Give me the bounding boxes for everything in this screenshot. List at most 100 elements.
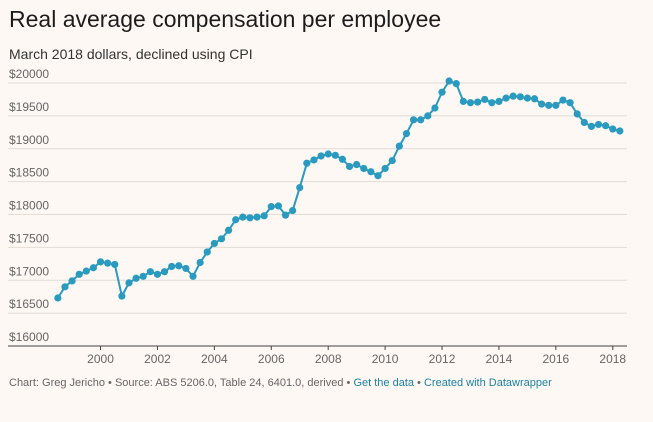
line-chart: $16000 $16500 $17000 $17500 $18000 $18500 $190… xyxy=(8,67,627,366)
data-point[interactable] xyxy=(54,294,62,302)
data-point[interactable] xyxy=(445,77,453,85)
footer-separator: • xyxy=(343,377,354,389)
data-point[interactable] xyxy=(146,268,154,276)
data-point[interactable] xyxy=(89,264,98,272)
data-point[interactable] xyxy=(274,202,282,210)
data-point[interactable] xyxy=(374,172,382,180)
data-point[interactable] xyxy=(409,116,418,124)
data-point[interactable] xyxy=(324,150,332,158)
data-point[interactable] xyxy=(331,151,339,159)
x-tick-label: 2004 xyxy=(201,352,228,366)
data-point[interactable] xyxy=(502,94,510,102)
data-point[interactable] xyxy=(473,98,482,106)
data-point[interactable] xyxy=(182,264,190,273)
data-point[interactable] xyxy=(488,99,496,107)
footer-separator: • xyxy=(104,377,115,389)
data-point[interactable] xyxy=(132,274,140,282)
data-point[interactable] xyxy=(353,160,361,169)
gridlines xyxy=(8,82,627,347)
data-point[interactable] xyxy=(616,127,624,135)
data-point[interactable] xyxy=(573,110,581,118)
data-point[interactable] xyxy=(452,80,460,88)
data-point[interactable] xyxy=(594,120,603,129)
data-point[interactable] xyxy=(68,277,76,285)
data-point[interactable] xyxy=(516,93,524,101)
data-point[interactable] xyxy=(495,97,503,106)
data-point[interactable] xyxy=(523,94,531,102)
data-point[interactable] xyxy=(196,258,204,267)
y-tick-label: $17000 xyxy=(9,264,49,278)
data-point[interactable] xyxy=(431,104,439,112)
data-point[interactable] xyxy=(104,259,112,267)
data-point[interactable] xyxy=(459,97,467,106)
y-tick-label: $19500 xyxy=(9,100,49,114)
data-point[interactable] xyxy=(417,116,425,124)
data-point[interactable] xyxy=(402,130,411,138)
data-point[interactable] xyxy=(530,95,539,103)
data-point[interactable] xyxy=(345,162,354,171)
data-points xyxy=(54,77,624,302)
data-point[interactable] xyxy=(388,156,396,165)
data-point[interactable] xyxy=(139,272,147,280)
data-point[interactable] xyxy=(246,214,254,222)
data-point[interactable] xyxy=(232,216,240,224)
data-point[interactable] xyxy=(239,213,247,221)
data-point[interactable] xyxy=(360,164,368,173)
x-tick-label: 2002 xyxy=(144,352,171,366)
data-point[interactable] xyxy=(61,283,69,291)
data-point[interactable] xyxy=(303,159,311,167)
y-tick-label: $16500 xyxy=(9,297,49,311)
data-point[interactable] xyxy=(289,206,297,215)
data-point[interactable] xyxy=(466,99,475,107)
data-point[interactable] xyxy=(75,270,83,278)
data-point[interactable] xyxy=(160,268,169,276)
x-tick-label: 2000 xyxy=(87,352,114,366)
data-point[interactable] xyxy=(203,248,211,256)
data-point[interactable] xyxy=(424,112,432,120)
data-point[interactable] xyxy=(281,211,290,219)
x-axis: 2000 2002 2004 2006 2008 2010 2012 2014 2016 2018 xyxy=(87,346,626,366)
data-point[interactable] xyxy=(587,122,596,130)
data-point[interactable] xyxy=(580,118,588,127)
data-point[interactable] xyxy=(217,235,226,243)
data-point[interactable] xyxy=(338,155,347,163)
data-point[interactable] xyxy=(175,262,183,270)
data-point[interactable] xyxy=(481,95,489,104)
data-point[interactable] xyxy=(609,125,617,133)
data-point[interactable] xyxy=(253,213,261,221)
data-point[interactable] xyxy=(111,260,119,269)
data-point[interactable] xyxy=(224,226,233,234)
data-point[interactable] xyxy=(317,152,325,160)
data-point[interactable] xyxy=(118,292,126,300)
footer-separator: • xyxy=(414,377,424,389)
data-point[interactable] xyxy=(210,239,218,248)
y-tick-label: $17500 xyxy=(9,231,49,245)
data-point[interactable] xyxy=(566,99,574,107)
data-point[interactable] xyxy=(168,262,176,271)
get-the-data-link[interactable]: Get the data xyxy=(353,377,414,389)
data-point[interactable] xyxy=(545,101,553,109)
data-point[interactable] xyxy=(296,183,304,192)
data-point[interactable] xyxy=(96,258,105,266)
data-point[interactable] xyxy=(552,101,560,109)
data-point[interactable] xyxy=(367,168,375,176)
data-point[interactable] xyxy=(559,96,567,104)
y-tick-label: $19000 xyxy=(9,133,49,147)
data-point[interactable] xyxy=(538,100,546,108)
y-tick-label: $20000 xyxy=(9,67,49,81)
data-point[interactable] xyxy=(189,272,197,280)
data-point[interactable] xyxy=(267,203,275,211)
datawrapper-link[interactable]: Created with Datawrapper xyxy=(423,377,552,389)
data-point[interactable] xyxy=(82,267,90,275)
data-point[interactable] xyxy=(602,122,610,130)
y-tick-label: $18000 xyxy=(9,199,49,213)
y-axis: $16000 $16500 $17000 $17500 $18000 $18500 $190… xyxy=(9,67,49,344)
data-point[interactable] xyxy=(260,212,268,220)
data-point[interactable] xyxy=(381,164,389,173)
data-point[interactable] xyxy=(125,279,133,287)
data-point[interactable] xyxy=(153,270,162,278)
data-point[interactable] xyxy=(438,88,446,96)
data-point[interactable] xyxy=(310,156,318,164)
data-point[interactable] xyxy=(395,142,403,150)
data-point[interactable] xyxy=(509,92,517,100)
